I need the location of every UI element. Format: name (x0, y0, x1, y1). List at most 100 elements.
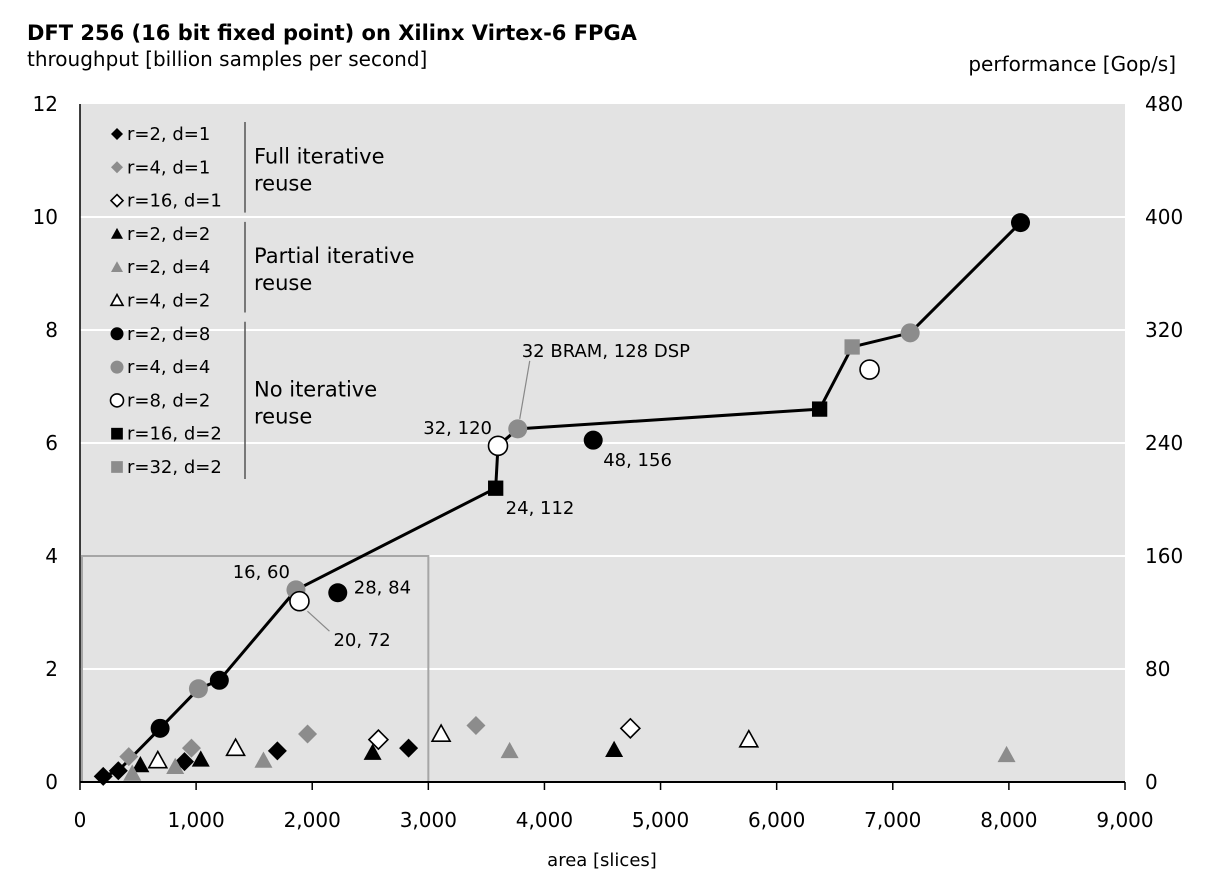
legend-marker (111, 461, 123, 473)
chart-subtitle: throughput [billion samples per second] (27, 47, 427, 71)
data-markers (93, 213, 1030, 786)
data-point (225, 737, 246, 757)
y-tick-label: 12 (33, 92, 58, 116)
data-point (859, 359, 880, 380)
annotation-label: 16, 60 (233, 562, 290, 583)
x-axis-label: area [slices] (547, 850, 657, 871)
data-point (466, 716, 486, 735)
y2-tick-label: 160 (1145, 544, 1183, 568)
legend-entry: r=2, d=1 (127, 124, 210, 145)
annotation-label: 48, 156 (603, 450, 672, 471)
y2-tick-label: 320 (1145, 318, 1183, 342)
data-point (738, 728, 760, 748)
x-tick-label: 4,000 (516, 808, 573, 832)
legend-group-label: reuse (254, 171, 312, 195)
legend-entry: r=16, d=1 (127, 191, 222, 212)
tick-labels: 0 1,000 2,000 3,000 4,000 5,000 6,000 7,000 8,00… (33, 92, 1184, 832)
annotations: 16, 60 28, 84 20, 72 24, 112 32, 120 48, 156 3… (233, 341, 690, 651)
x-tick-label: 8,000 (980, 808, 1037, 832)
legend-entry: r=2, d=8 (127, 324, 210, 345)
legend-group-label: Partial iterative (254, 244, 415, 268)
legend: r=2, d=1 r=4, d=1 r=16, d=1 r=2, d=2 r=2, d=… (109, 122, 415, 479)
legend-marker (111, 261, 123, 272)
data-point (500, 741, 519, 759)
y2-tick-label: 400 (1145, 205, 1183, 229)
data-point (150, 718, 170, 738)
x-tick-label: 1,000 (167, 808, 224, 832)
data-point (289, 590, 310, 612)
x-tick-label: 6,000 (748, 808, 805, 832)
data-point (367, 728, 390, 751)
legend-entry: r=8, d=2 (127, 390, 210, 411)
data-point (166, 757, 185, 774)
data-point (209, 670, 229, 690)
legend-marker (111, 161, 123, 174)
data-point (900, 323, 920, 343)
data-point (123, 764, 142, 781)
y2-tick-label: 240 (1145, 431, 1183, 455)
annotation-label: 24, 112 (506, 498, 575, 519)
legend-marker (109, 393, 125, 408)
annotation-label: 32 BRAM, 128 DSP (522, 341, 690, 362)
x-tick-label: 3,000 (400, 808, 457, 832)
legend-marker (111, 227, 123, 239)
data-point (508, 419, 528, 439)
y-tick-label: 0 (45, 770, 58, 794)
annotation-label: 20, 72 (333, 630, 390, 651)
data-point (430, 723, 452, 742)
legend-marker (111, 427, 123, 440)
data-point (844, 339, 860, 355)
data-point (191, 750, 210, 767)
data-point (147, 749, 169, 769)
y2-tick-label: 480 (1145, 92, 1183, 116)
legend-marker (109, 193, 125, 208)
x-tick-label: 0 (74, 808, 87, 832)
data-point (181, 738, 201, 758)
legend-group-label: Full iterative (254, 144, 385, 168)
annotation-leader (307, 610, 330, 632)
data-point (997, 745, 1016, 763)
data-point (605, 740, 624, 757)
y-tick-label: 6 (45, 431, 58, 455)
legend-entry: r=2, d=4 (127, 257, 210, 278)
legend-entry: r=2, d=2 (127, 224, 210, 245)
data-point (131, 756, 150, 773)
legend-group-label: reuse (254, 404, 312, 428)
data-point (399, 738, 419, 758)
data-point (254, 751, 273, 768)
x-tick-label: 2,000 (284, 808, 341, 832)
legend-marker (109, 292, 125, 307)
data-point (267, 741, 287, 761)
legend-group-label: reuse (254, 271, 312, 295)
annotation-label: 28, 84 (354, 578, 411, 599)
chart-title: DFT 256 (16 bit fixed point) on Xilinx V… (27, 21, 638, 45)
x-tick-label: 5,000 (632, 808, 689, 832)
legend-marker (110, 327, 124, 341)
data-point (487, 435, 509, 457)
axes (79, 104, 1126, 790)
legend-entry: r=32, d=2 (127, 457, 222, 478)
data-point (1011, 213, 1030, 233)
legend-group-label: No iterative (254, 377, 377, 401)
data-point (119, 747, 139, 767)
legend-marker (110, 360, 124, 374)
data-point (811, 401, 828, 417)
legend-marker (111, 128, 123, 140)
x-tick-label: 9,000 (1096, 808, 1153, 832)
right-axis-label: performance [Gop/s] (968, 52, 1176, 76)
data-point (298, 724, 318, 744)
y-tick-label: 2 (45, 657, 58, 681)
x-tick-label: 7,000 (864, 808, 921, 832)
data-point (583, 430, 603, 450)
y-tick-label: 4 (45, 544, 58, 568)
annotation-leader (519, 360, 531, 419)
legend-entry: r=4, d=2 (127, 291, 210, 312)
annotation-label: 32, 120 (423, 418, 492, 439)
y2-tick-label: 0 (1145, 770, 1158, 794)
y-tick-label: 10 (33, 205, 58, 229)
data-point (363, 743, 382, 760)
legend-entry: r=16, d=2 (127, 424, 222, 445)
data-point (488, 480, 504, 496)
y-tick-label: 8 (45, 318, 58, 342)
